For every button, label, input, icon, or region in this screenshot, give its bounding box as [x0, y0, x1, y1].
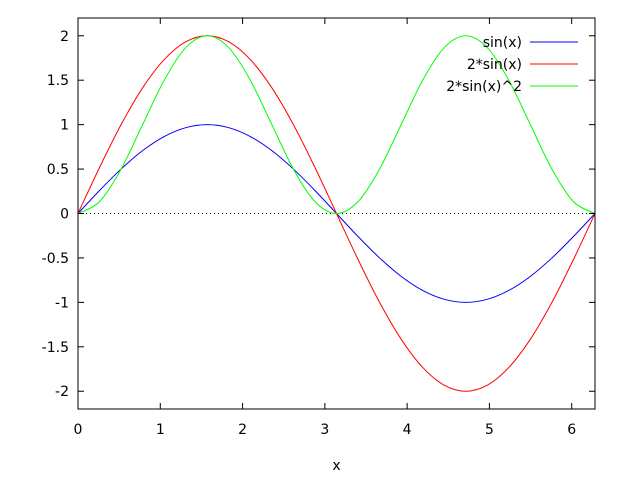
y-tick-label: -2 [55, 384, 69, 400]
y-tick-label: 0.5 [47, 162, 69, 178]
x-tick-label: 1 [156, 422, 165, 438]
y-tick-label: 1.5 [47, 73, 69, 89]
legend-label: 2*sin(x)^2 [446, 79, 522, 95]
x-axis-label: x [332, 458, 340, 474]
x-tick-label: 4 [403, 422, 412, 438]
y-tick-label: -0.5 [42, 251, 69, 267]
x-tick-label: 5 [485, 422, 494, 438]
x-tick-label: 0 [74, 422, 83, 438]
y-tick-label: 0 [60, 207, 69, 223]
legend-label: sin(x) [483, 35, 522, 51]
x-tick-label: 3 [320, 422, 329, 438]
y-tick-label: 2 [60, 29, 69, 45]
x-axis: 0 1 2 3 4 5 6 [74, 18, 576, 438]
y-axis: -2 -1.5 -1 -0.5 0 0.5 1 1.5 2 [42, 29, 595, 400]
y-tick-label: 1 [60, 118, 69, 134]
legend: sin(x) 2*sin(x) 2*sin(x)^2 [446, 35, 578, 95]
y-tick-label: -1 [55, 295, 69, 311]
series-lines [78, 35, 595, 392]
y-tick-label: -1.5 [42, 340, 69, 356]
series-line [78, 35, 595, 215]
x-tick-label: 2 [238, 422, 247, 438]
legend-label: 2*sin(x) [467, 57, 522, 73]
x-tick-label: 6 [567, 422, 576, 438]
